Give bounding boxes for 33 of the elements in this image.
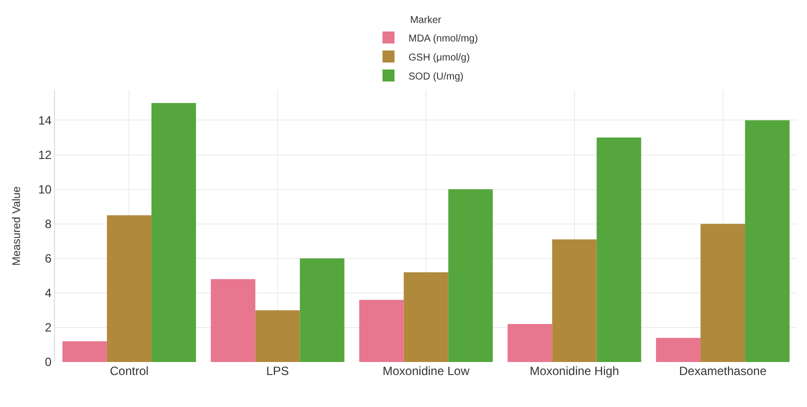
y-tick-label: 10: [38, 182, 52, 196]
bar: [359, 300, 404, 362]
y-tick-label: 0: [44, 355, 52, 370]
bar: [106, 215, 152, 362]
x-tick-label: Moxonidine High: [530, 364, 620, 378]
bar: [210, 279, 256, 362]
y-axis-title: Measured Value: [10, 186, 23, 266]
y-tick-label: 8: [44, 217, 52, 232]
bar: [62, 341, 107, 362]
bar: [508, 324, 552, 362]
bar: [745, 120, 790, 362]
bar: [596, 137, 642, 362]
legend-title: Marker: [410, 15, 442, 26]
y-tick-label: 4: [44, 286, 52, 300]
y-tick-label: 2: [44, 320, 52, 335]
bar: [656, 338, 701, 362]
legend-label: MDA (nmol/mg): [408, 33, 478, 44]
bar: [404, 272, 448, 362]
x-tick-label: LPS: [266, 364, 289, 378]
x-tick-label: Control: [110, 364, 149, 378]
y-tick-label: 12: [38, 148, 52, 162]
bar: [300, 258, 344, 362]
y-tick-label: 6: [44, 252, 52, 266]
y-tick-label: 14: [38, 113, 52, 128]
legend-label: GSH (μmol/g): [408, 52, 470, 64]
bar: [448, 189, 493, 362]
bar: [552, 239, 597, 362]
bar: [151, 102, 196, 362]
legend-label: SOD (U/mg): [408, 71, 464, 82]
x-tick-label: Dexamethasone: [679, 364, 767, 378]
bar: [700, 224, 746, 362]
x-tick-label: Moxonidine Low: [382, 364, 470, 378]
bar: [255, 310, 300, 362]
